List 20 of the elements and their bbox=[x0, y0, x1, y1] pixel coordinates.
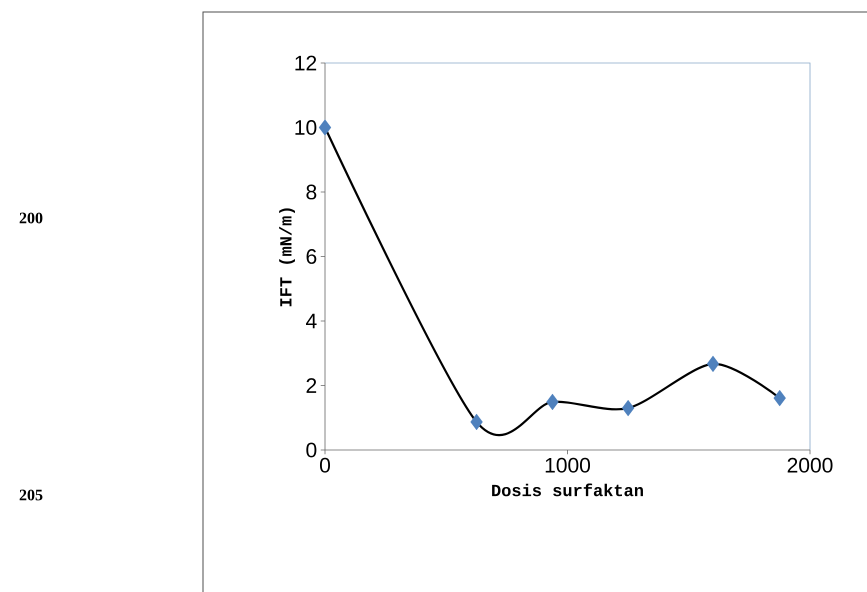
x-tick-label: 0 bbox=[320, 458, 330, 473]
x-axis-title: Dosis surfaktan bbox=[492, 484, 643, 496]
y-tick-label: 0 bbox=[306, 442, 316, 458]
point bbox=[318, 119, 332, 136]
point bbox=[706, 356, 720, 372]
y-tick-label: 8 bbox=[306, 184, 316, 200]
y-axis-title: IFT (mN/m) bbox=[279, 208, 295, 306]
point bbox=[470, 414, 483, 430]
point bbox=[622, 400, 634, 416]
point bbox=[773, 390, 786, 406]
x-tick-label: 1000 bbox=[546, 458, 590, 473]
y-tick-label: 4 bbox=[306, 314, 317, 328]
y-tick-label: 12 bbox=[295, 56, 316, 70]
x-tick-label: 2000 bbox=[788, 458, 833, 473]
y-tick-label: 6 bbox=[306, 249, 316, 264]
point bbox=[546, 394, 559, 410]
y-tick-label: 2 bbox=[306, 378, 316, 393]
text: 205 bbox=[20, 490, 42, 500]
text: 200 bbox=[20, 212, 42, 224]
y-tick-label: 10 bbox=[295, 120, 316, 135]
